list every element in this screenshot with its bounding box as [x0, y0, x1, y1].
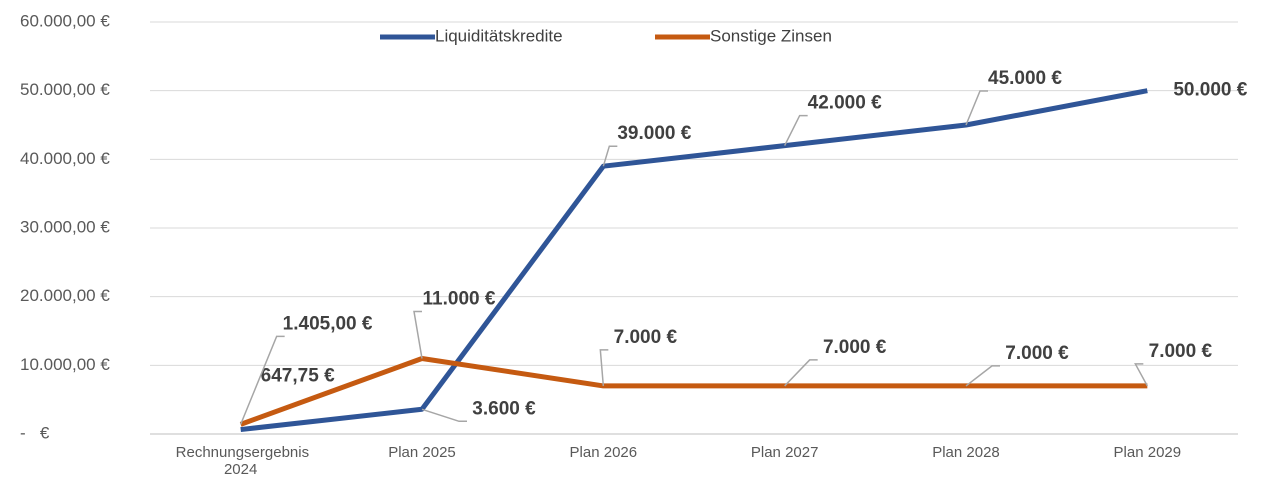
x-tick-label: Plan 2025 — [388, 444, 456, 461]
data-label: 3.600 € — [472, 398, 536, 419]
data-label: 45.000 € — [988, 68, 1062, 89]
y-tick-label: 40.000,00 € — [20, 149, 110, 168]
x-tick-label: Plan 2027 — [750, 444, 819, 461]
y-tick-label: - € — [20, 423, 50, 442]
leader-line — [783, 114, 808, 146]
series-line — [240, 88, 1148, 433]
x-tick-label: Rechnungsergebnis 2024 — [175, 444, 310, 478]
data-label: 42.000 € — [808, 93, 882, 114]
x-tick-label: Plan 2028 — [932, 444, 1000, 461]
leader-line — [599, 349, 609, 386]
legend-label: Sonstige Zinsen — [710, 26, 832, 45]
y-tick-label: 50.000,00 € — [20, 80, 110, 99]
data-label: 7.000 € — [1005, 343, 1069, 364]
data-label: 7.000 € — [823, 337, 887, 358]
y-tick-label: 10.000,00 € — [20, 355, 110, 374]
legend-label: Liquiditätskredite — [435, 26, 563, 45]
x-tick-label: Plan 2029 — [1113, 444, 1182, 461]
y-tick-label: 20.000,00 € — [20, 286, 110, 305]
y-tick-label: 60.000,00 € — [20, 11, 110, 30]
leader-line — [1134, 363, 1148, 387]
leader-line — [965, 90, 988, 126]
data-label: 7.000 € — [614, 327, 678, 348]
leader-line — [602, 145, 618, 167]
leader-line — [421, 408, 467, 423]
data-label: 50.000 € — [1173, 80, 1247, 101]
data-label: 7.000 € — [1149, 341, 1213, 362]
leader-line — [965, 365, 1000, 387]
data-label: 11.000 € — [423, 288, 496, 309]
data-label: 39.000 € — [617, 123, 691, 144]
leader-line — [239, 335, 285, 425]
leader-line — [784, 359, 818, 387]
series-line — [239, 355, 1148, 427]
data-label: 1.405,00 € — [283, 313, 373, 334]
leader-line — [413, 310, 423, 359]
x-tick-label: Plan 2026 — [569, 444, 638, 461]
y-tick-label: 30.000,00 € — [20, 217, 110, 236]
data-label: 647,75 € — [261, 366, 335, 387]
